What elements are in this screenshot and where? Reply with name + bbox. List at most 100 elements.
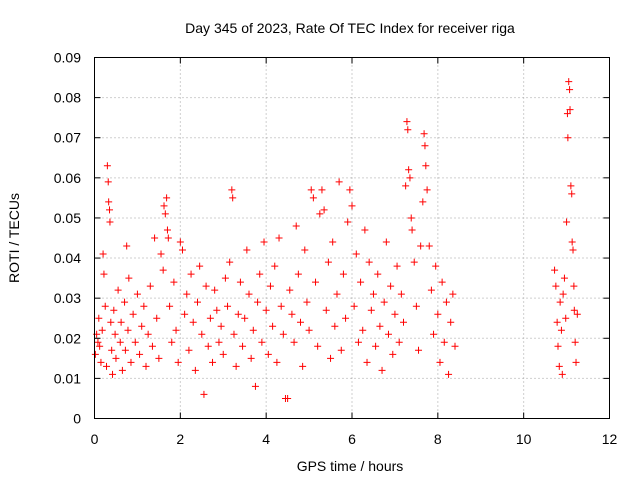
- data-point: [151, 234, 159, 242]
- data-point: [224, 302, 232, 310]
- data-point: [219, 350, 227, 358]
- data-point: [357, 278, 365, 286]
- data-point: [299, 362, 307, 370]
- data-point: [155, 354, 163, 362]
- data-point: [440, 338, 448, 346]
- data-point: [239, 342, 247, 350]
- data-point: [202, 282, 210, 290]
- data-point: [94, 338, 102, 346]
- data-point: [121, 346, 129, 354]
- data-point: [566, 86, 574, 94]
- data-point: [301, 246, 309, 254]
- data-point: [342, 314, 350, 322]
- data-point: [103, 162, 111, 170]
- data-point: [164, 234, 172, 242]
- data-point: [432, 262, 440, 270]
- data-point: [251, 382, 259, 390]
- data-point: [110, 306, 118, 314]
- data-point: [415, 346, 423, 354]
- data-point: [116, 338, 124, 346]
- data-point: [284, 394, 292, 402]
- data-point: [402, 182, 410, 190]
- data-point: [563, 110, 571, 118]
- data-point: [408, 226, 416, 234]
- data-point: [286, 286, 294, 294]
- data-point: [200, 390, 208, 398]
- data-point: [562, 314, 570, 322]
- data-point: [245, 290, 253, 298]
- data-point: [142, 362, 150, 370]
- data-point: [316, 210, 324, 218]
- data-point: [339, 270, 347, 278]
- data-point: [322, 306, 330, 314]
- data-point: [374, 270, 382, 278]
- data-point: [403, 118, 411, 126]
- data-point: [297, 318, 304, 326]
- data-point: [387, 282, 395, 290]
- data-point: [421, 142, 429, 150]
- data-point: [189, 318, 197, 326]
- data-point: [400, 318, 407, 326]
- data-point: [166, 302, 174, 310]
- data-point: [99, 250, 107, 258]
- data-point: [563, 218, 571, 226]
- data-point: [121, 298, 129, 306]
- data-point: [103, 362, 111, 370]
- data-point: [572, 358, 580, 366]
- data-point: [570, 306, 578, 314]
- data-point: [279, 330, 287, 338]
- x-tick-label: 4: [262, 431, 270, 447]
- data-point: [160, 202, 168, 210]
- x-tick-label: 0: [91, 431, 99, 447]
- x-tick-label: 6: [348, 431, 356, 447]
- data-point: [292, 222, 300, 230]
- data-point: [445, 370, 453, 378]
- data-point: [185, 346, 193, 354]
- y-tick-label: 0.06: [54, 170, 81, 186]
- data-point: [174, 358, 182, 366]
- data-point: [305, 326, 313, 334]
- data-point: [98, 326, 106, 334]
- data-point: [191, 366, 199, 374]
- data-point: [138, 322, 146, 330]
- data-point: [318, 186, 326, 194]
- data-point: [96, 342, 104, 350]
- data-point: [384, 330, 392, 338]
- data-point: [419, 198, 427, 206]
- data-point: [256, 270, 264, 278]
- data-point: [106, 218, 114, 226]
- y-tick-label: 0.01: [54, 370, 81, 386]
- data-point: [157, 250, 165, 258]
- data-point: [558, 370, 566, 378]
- data-point: [565, 78, 573, 86]
- data-point: [109, 370, 117, 378]
- data-point: [108, 346, 116, 354]
- data-point: [410, 258, 418, 266]
- data-point: [569, 246, 577, 254]
- data-point: [163, 226, 171, 234]
- data-point: [312, 278, 320, 286]
- data-point: [555, 362, 563, 370]
- data-point: [229, 194, 237, 202]
- data-point: [553, 318, 561, 326]
- data-point: [346, 186, 354, 194]
- data-point: [226, 258, 234, 266]
- data-point: [309, 194, 317, 202]
- data-point: [95, 314, 103, 322]
- data-point: [163, 194, 171, 202]
- grid: [94, 57, 610, 419]
- data-point: [232, 362, 240, 370]
- data-point: [144, 330, 152, 338]
- y-tick-label: 0.02: [54, 330, 81, 346]
- data-point: [352, 250, 360, 258]
- data-point: [211, 286, 219, 294]
- y-tick-label: 0.03: [54, 290, 81, 306]
- data-point: [365, 258, 373, 266]
- data-point: [254, 298, 262, 306]
- data-point: [209, 358, 217, 366]
- data-point: [230, 330, 238, 338]
- x-axis-ticks: 0 2 4 6 8 10 12: [91, 57, 617, 447]
- data-point: [123, 242, 131, 250]
- data-point: [451, 342, 459, 350]
